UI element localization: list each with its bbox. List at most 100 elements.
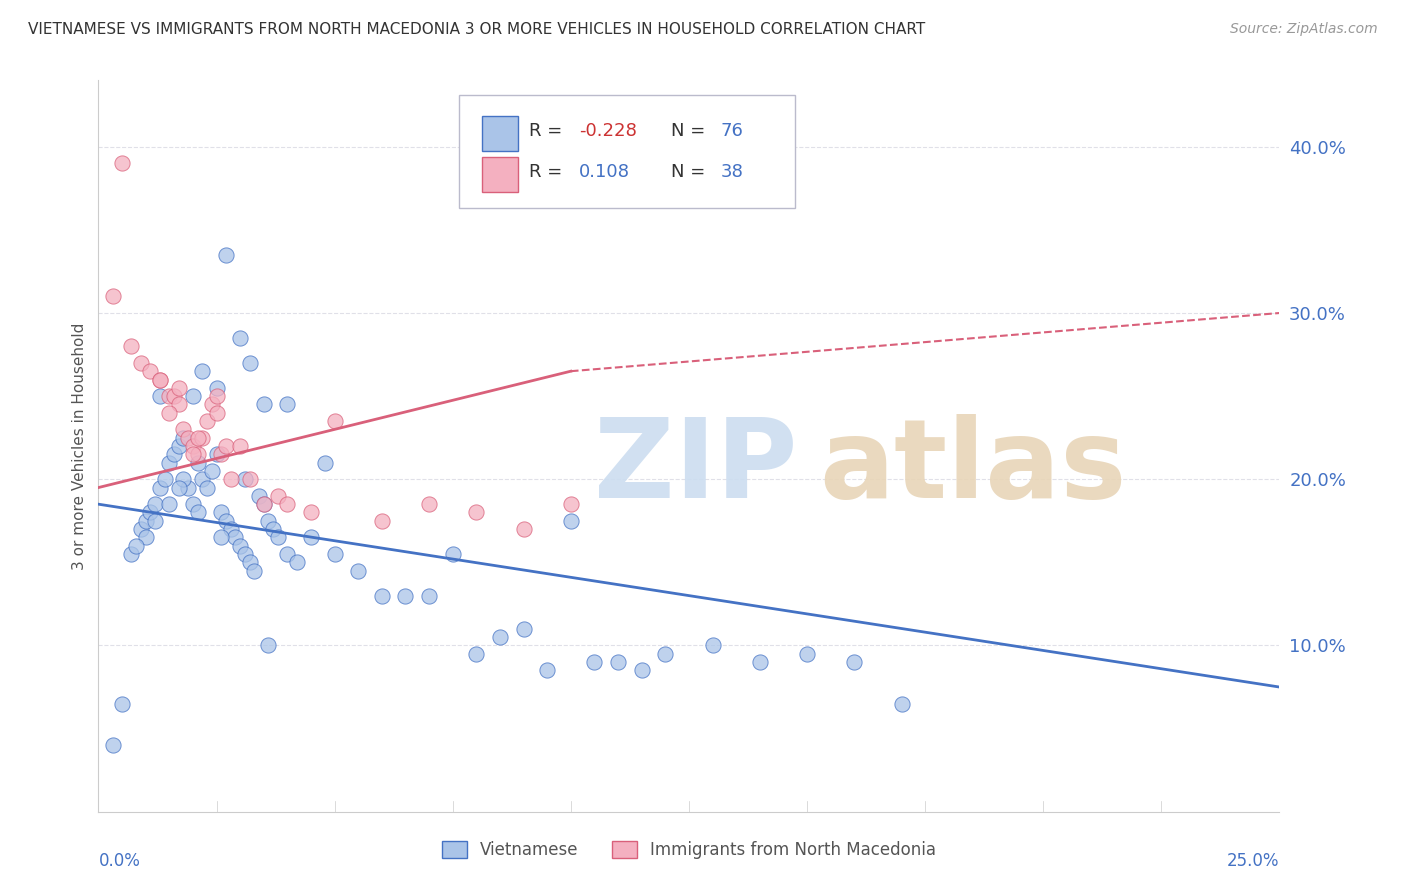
Point <box>607 655 630 669</box>
Point <box>149 481 172 495</box>
Point <box>149 372 172 386</box>
Point <box>101 738 124 752</box>
Point <box>181 389 204 403</box>
Point <box>201 464 224 478</box>
Point <box>276 497 298 511</box>
Point <box>257 514 280 528</box>
Point <box>748 655 770 669</box>
Point <box>267 530 290 544</box>
Point <box>299 506 322 520</box>
Point <box>243 564 266 578</box>
Point <box>276 397 298 411</box>
Point <box>347 564 370 578</box>
Text: N =: N = <box>671 163 711 181</box>
Point <box>465 647 488 661</box>
Point <box>129 356 152 370</box>
Point <box>239 356 262 370</box>
Point <box>195 414 218 428</box>
Point <box>157 389 180 403</box>
Point <box>796 647 818 661</box>
Point <box>143 514 166 528</box>
Point <box>205 381 228 395</box>
Text: 25.0%: 25.0% <box>1227 852 1279 870</box>
Point <box>215 514 238 528</box>
Point <box>181 447 204 461</box>
Point <box>239 555 262 569</box>
Point <box>172 472 194 486</box>
Text: 76: 76 <box>721 122 744 140</box>
Point <box>512 622 534 636</box>
Point <box>149 372 172 386</box>
Text: ZIP: ZIP <box>595 415 797 522</box>
Point <box>181 497 204 511</box>
Point <box>111 697 134 711</box>
Point <box>299 530 322 544</box>
Point <box>157 497 180 511</box>
Point <box>219 472 242 486</box>
Legend: Vietnamese, Immigrants from North Macedonia: Vietnamese, Immigrants from North Macedo… <box>434 834 943 865</box>
Point <box>167 439 190 453</box>
Point <box>253 497 276 511</box>
Point <box>139 506 162 520</box>
Point <box>844 655 866 669</box>
Point <box>209 506 232 520</box>
Point <box>163 447 186 461</box>
Point <box>560 497 582 511</box>
Point <box>195 481 218 495</box>
Point <box>267 489 290 503</box>
Point <box>139 364 162 378</box>
FancyBboxPatch shape <box>482 157 517 192</box>
Point <box>111 156 134 170</box>
Point <box>394 589 416 603</box>
Point <box>371 514 394 528</box>
Point <box>191 431 214 445</box>
Point <box>371 589 394 603</box>
Point <box>418 497 440 511</box>
Point <box>215 248 238 262</box>
Point <box>101 289 124 303</box>
Point <box>125 539 148 553</box>
Text: N =: N = <box>671 122 711 140</box>
Point <box>233 472 256 486</box>
Point <box>187 456 209 470</box>
Point <box>201 397 224 411</box>
Point <box>209 530 232 544</box>
Point <box>630 664 652 678</box>
Point <box>209 447 232 461</box>
Point <box>229 439 252 453</box>
Text: VIETNAMESE VS IMMIGRANTS FROM NORTH MACEDONIA 3 OR MORE VEHICLES IN HOUSEHOLD CO: VIETNAMESE VS IMMIGRANTS FROM NORTH MACE… <box>28 22 925 37</box>
Text: 38: 38 <box>721 163 744 181</box>
Point <box>229 539 252 553</box>
Point <box>418 589 440 603</box>
Point <box>489 630 512 644</box>
Point <box>314 456 336 470</box>
Point <box>181 439 204 453</box>
Text: atlas: atlas <box>818 415 1126 522</box>
Point <box>121 339 143 353</box>
Text: R =: R = <box>530 163 574 181</box>
Point <box>167 481 190 495</box>
Point <box>253 397 276 411</box>
Point <box>191 472 214 486</box>
Text: 0.108: 0.108 <box>579 163 630 181</box>
Text: Source: ZipAtlas.com: Source: ZipAtlas.com <box>1230 22 1378 37</box>
Point <box>890 697 912 711</box>
Point <box>323 547 346 561</box>
Point <box>205 447 228 461</box>
Point <box>224 530 246 544</box>
Point <box>276 547 298 561</box>
Point <box>205 389 228 403</box>
Point <box>512 522 534 536</box>
Point <box>215 439 238 453</box>
Point <box>205 406 228 420</box>
Point <box>257 639 280 653</box>
Point <box>157 406 180 420</box>
Y-axis label: 3 or more Vehicles in Household: 3 or more Vehicles in Household <box>72 322 87 570</box>
Point <box>149 389 172 403</box>
Point <box>187 431 209 445</box>
Point <box>163 389 186 403</box>
Point <box>187 506 209 520</box>
Point <box>135 530 157 544</box>
Text: 0.0%: 0.0% <box>98 852 141 870</box>
Point <box>191 364 214 378</box>
